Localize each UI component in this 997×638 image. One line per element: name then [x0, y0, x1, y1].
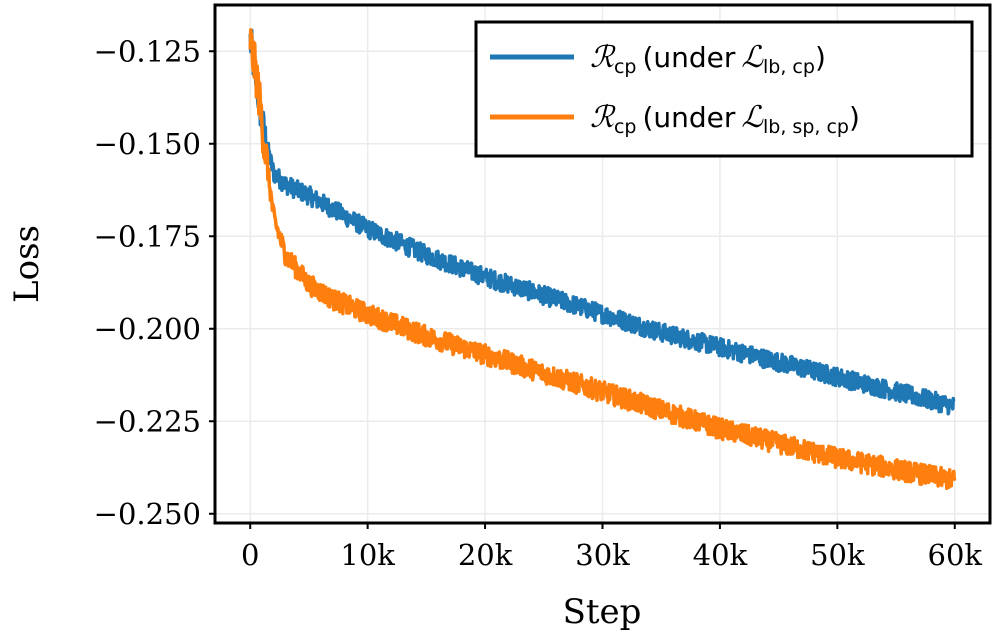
y-tick-label: −0.150 [94, 127, 201, 161]
legend-part: cp [614, 116, 637, 138]
x-tick-label: 30k [575, 538, 630, 572]
x-tick-label: 10k [340, 538, 395, 572]
x-tick-label: 60k [928, 538, 983, 572]
y-tick-label: −0.125 [94, 34, 201, 68]
legend-part: cp [614, 56, 637, 78]
x-tick-label: 0 [241, 538, 259, 572]
x-tick-label: 20k [458, 538, 513, 572]
x-tick-label: 40k [693, 538, 748, 572]
legend-part: ℛ [590, 100, 616, 135]
y-axis-title: Loss [7, 225, 47, 303]
legend-part: ) [815, 41, 826, 74]
y-tick-label: −0.250 [94, 497, 201, 531]
x-axis-title: Step [563, 592, 642, 632]
legend-part: ℛ [590, 40, 616, 75]
legend-part: lb, cp [763, 56, 815, 78]
y-tick-label: −0.175 [94, 219, 201, 253]
series-line-2 [248, 28, 957, 491]
legend-box [474, 20, 974, 158]
legend-label-2: ℛcp (under ℒlb, sp, cp) [590, 100, 860, 138]
y-axis-ticks: −0.125 −0.150 −0.175 −0.200 −0.225 −0.250 [94, 34, 215, 531]
y-tick-label: −0.200 [94, 312, 201, 346]
y-tick-label: −0.225 [94, 404, 201, 438]
x-tick-label: 50k [810, 538, 865, 572]
legend-part: lb, sp, cp [763, 116, 849, 138]
series-lines [248, 28, 957, 491]
legend-part: ℒ [741, 100, 764, 135]
legend-part: (under [642, 41, 735, 74]
x-axis-ticks: 0 10k 20k 30k 40k 50k 60k [241, 523, 982, 572]
legend: ℛcp (under ℒlb, cp)ℛcp (under ℒlb, sp, cp) [474, 20, 974, 158]
legend-part: ℒ [741, 40, 764, 75]
legend-part: (under [642, 101, 735, 134]
legend-part: ) [849, 101, 860, 134]
series-line-1 [248, 28, 957, 416]
legend-label-1: ℛcp (under ℒlb, cp) [590, 40, 826, 78]
